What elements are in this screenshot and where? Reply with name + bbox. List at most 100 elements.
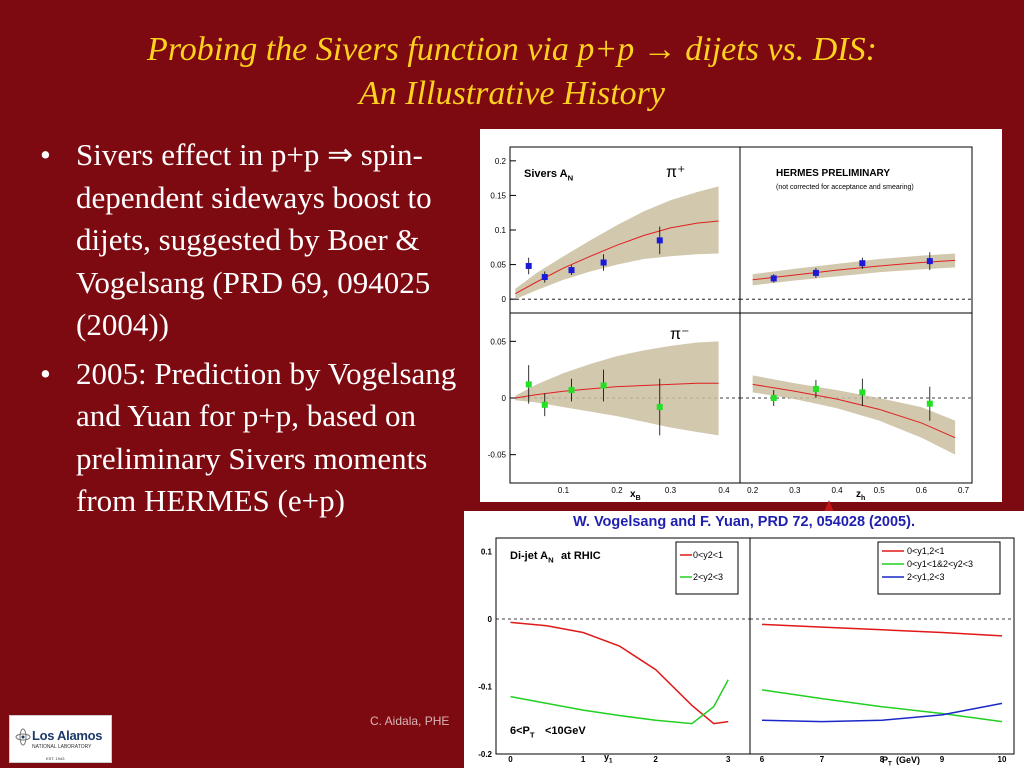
series-line [510,621,729,725]
tick-label: 0.3 [789,486,801,495]
legend-label: 2<y1,2<3 [907,572,945,582]
tick-label: 0.3 [665,486,677,495]
tick-label: 0.2 [495,157,507,166]
tick-label: 0.1 [481,548,493,557]
theory-curve [515,382,719,399]
axis-label: zh [856,489,865,502]
bullet-item: • Sivers effect in p+p ⇒ spin-dependent s… [36,134,466,347]
decorative-mark-icon [824,500,834,512]
series-line [510,679,729,725]
bullet-dot-icon: • [40,137,51,172]
tick-label: 0 [502,295,507,304]
tick-label: -0.1 [478,683,492,692]
legend-label: 2<y2<3 [693,572,723,582]
tick-label: 1 [581,755,586,764]
pi-minus-label: π⁻ [670,326,689,343]
axis-label: PT [882,755,892,768]
dijet-prediction-figure: W. Vogelsang and F. Yuan, PRD 72, 054028… [464,511,1024,768]
tick-label: 0.1 [558,486,570,495]
tick-label: 2 [653,755,658,764]
panel-frame [749,537,1015,755]
tick-label: 0.05 [490,261,506,270]
uncertainty-band [752,253,956,286]
data-point [859,260,866,267]
tick-label: 0.6 [916,486,928,495]
data-point [770,275,777,282]
hermes-sivers-figure: 0 0.05 0.1 0.15 0.2 -0.05 0 0.05 0.1 0.2 0.3 0.4 0.2… [480,129,1002,502]
uncertainty-band [752,375,956,455]
tick-label: 10 [998,755,1007,764]
data-point [568,267,575,274]
hermes-sivers-plot: 0 0.05 0.1 0.15 0.2 -0.05 0 0.05 0.1 0.2 0.3 0.4 0.2… [488,146,973,502]
tick-label: 0 [488,615,493,624]
uncertainty-band [515,341,719,436]
tick-label: -0.05 [488,451,507,460]
series-line [761,702,1003,723]
tick-label: 6 [760,755,765,764]
tick-label: 7 [820,755,825,764]
slide-title: Probing the Sivers function via p+p → di… [0,28,1024,116]
logo-established: EST. 1943 [46,756,65,761]
legend-label: 0<y1<1&2<y2<3 [907,559,973,569]
tick-label: 0.05 [490,337,506,346]
data-point [812,269,819,276]
atom-icon [15,728,31,746]
data-point [812,385,819,392]
data-point [656,404,663,411]
legend-box [675,541,739,595]
data-point [600,259,607,266]
axis-label: y1 [604,752,613,765]
data-point [541,274,548,281]
legend-label: 0<y2<1 [693,550,723,560]
data-point [656,237,663,244]
data-point [926,400,933,407]
axis-label: xB [630,489,641,502]
tick-label: 0.2 [747,486,759,495]
data-point [541,401,548,408]
tick-label: 0.1 [495,226,507,235]
dijet-prediction-plot: -0.2 -0.1 0 0.1 0 1 2 3 6 7 8 9 10 Di-jet AN at RHIC 6… [478,537,1015,768]
footer-author: C. Aidala, PHE [370,714,450,728]
axis-label-unit: (GeV) [896,755,920,765]
tick-label: 0.2 [611,486,623,495]
pi-plus-label: π⁺ [666,164,685,181]
tick-label: 0.7 [958,486,970,495]
tick-label: -0.2 [478,750,492,759]
data-point [525,381,532,388]
annotation-suffix: <10GeV [545,725,586,737]
logo-name: Los Alamos [32,728,103,743]
logo-subtitle: NATIONAL LABORATORY [32,744,92,750]
data-point [859,389,866,396]
chart-title-suffix: at RHIC [561,550,601,562]
bullet-dot-icon: • [40,355,51,391]
los-alamos-logo: Los Alamos NATIONAL LABORATORY EST. 1943 [9,715,112,763]
bullet-item: • 2005: Prediction by Vogelsang and Yuan … [36,353,466,523]
tick-label: 9 [940,755,945,764]
axis-label: Sivers AN [524,168,574,182]
theory-curve [752,383,956,439]
tick-label: 0.4 [831,486,843,495]
data-point [600,382,607,389]
tick-label: 0 [502,394,507,403]
tick-label: 0.5 [874,486,886,495]
bullet-text: Sivers effect in p+p ⇒ spin-dependent si… [76,137,432,342]
title-line-1: Probing the Sivers function via p+p → di… [147,31,877,68]
data-point [525,262,532,269]
hermes-title: HERMES PRELIMINARY [776,168,890,179]
bullet-list: • Sivers effect in p+p ⇒ spin-dependent s… [36,134,466,529]
data-point [568,387,575,394]
tick-label: 3 [726,755,731,764]
series-line [761,623,1003,637]
tick-label: 8 [880,755,885,764]
uncertainty-band [515,186,719,300]
title-line-2: An Illustrative History [359,75,665,112]
axis-label: 6<PT [510,725,535,739]
legend-label: 0<y1,2<1 [907,546,945,556]
series-line [761,689,1003,723]
tick-label: 0.4 [718,486,730,495]
tick-label: 0 [508,755,513,764]
figure-citation: W. Vogelsang and F. Yuan, PRD 72, 054028… [573,514,915,530]
data-point [770,395,777,401]
tick-label: 0.15 [490,191,506,200]
axis-label: Di-jet AN [510,550,554,564]
